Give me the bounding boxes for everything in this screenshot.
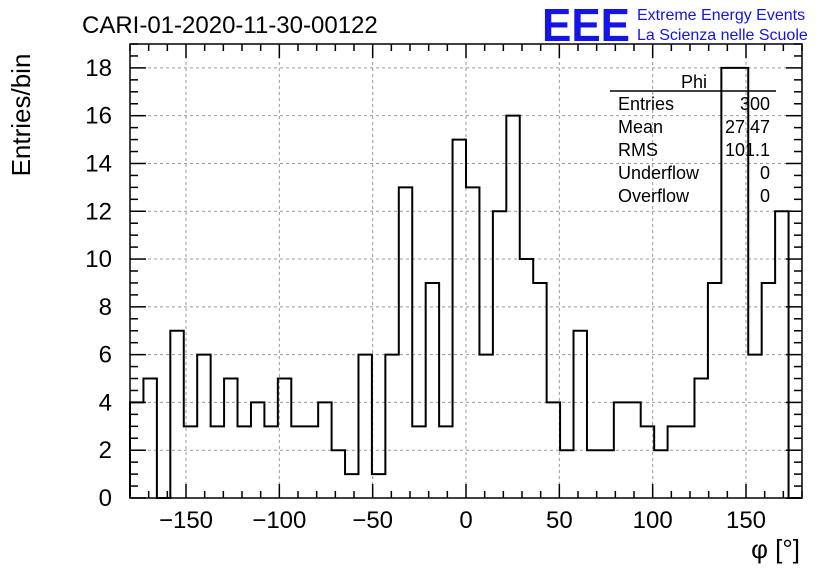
histogram-bin [305, 426, 318, 498]
histogram-bin [694, 379, 707, 498]
histogram-bin [654, 450, 667, 498]
histogram-bin [520, 259, 533, 498]
y-tick-label: 6 [99, 342, 112, 369]
histogram-bin [439, 426, 452, 498]
histogram-bin [748, 355, 761, 498]
stats-title: Phi [681, 72, 707, 92]
histogram-bin [587, 450, 600, 498]
histogram-bin [533, 283, 546, 498]
y-tick-label: 0 [99, 485, 112, 512]
histogram-bin [211, 426, 224, 498]
y-axis-label: Entries/bin [6, 54, 36, 177]
stats-value: 0 [760, 186, 770, 206]
histogram-bin [251, 402, 264, 498]
histogram-bin [600, 450, 613, 498]
y-tick-label: 2 [99, 437, 112, 464]
histogram-bin [143, 379, 156, 498]
histogram-bin [224, 379, 237, 498]
histogram-bin [291, 426, 304, 498]
y-tick-label: 8 [99, 294, 112, 321]
histogram-bin [681, 426, 694, 498]
stats-value: 300 [740, 94, 770, 114]
stats-label: Overflow [618, 186, 690, 206]
x-tick-label: −50 [352, 507, 393, 534]
histogram-bin [264, 426, 277, 498]
stats-label: Underflow [618, 163, 700, 183]
histogram-bin [762, 283, 775, 498]
histogram-bin [708, 283, 721, 498]
histogram-bin [372, 474, 385, 498]
histogram-bin [453, 140, 466, 498]
histogram-bin [627, 402, 640, 498]
x-tick-label: −100 [252, 507, 306, 534]
y-tick-label: 14 [85, 150, 112, 177]
logo-line-1: Extreme Energy Events [637, 7, 805, 24]
histogram-bin [318, 402, 331, 498]
run-title: CARI-01-2020-11-30-00122 [82, 12, 378, 39]
histogram-bin [668, 426, 681, 498]
stats-value: 101.1 [725, 140, 770, 160]
y-tick-label: 18 [85, 55, 112, 82]
histogram-bin [466, 187, 479, 498]
histogram-bin [399, 187, 412, 498]
x-tick-label: 100 [633, 507, 673, 534]
stats-box: Phi Entries 300 Mean 27.47 RMS 101.1 Und… [610, 72, 776, 206]
stats-value: 0 [760, 163, 770, 183]
histogram-bin [426, 283, 439, 498]
stats-label: Entries [618, 94, 674, 114]
histogram-bin [238, 426, 251, 498]
x-tick-label: 0 [459, 507, 472, 534]
histogram-bin [547, 402, 560, 498]
x-axis-label: φ [°] [751, 534, 800, 564]
histogram-bin [493, 211, 506, 498]
stats-value: 27.47 [725, 117, 770, 137]
histogram-bin [170, 331, 183, 498]
histogram-bin [385, 355, 398, 498]
histogram-bin [332, 450, 345, 498]
x-tick-label: −150 [159, 507, 213, 534]
y-tick-label: 12 [85, 198, 112, 225]
histogram-series [130, 68, 802, 498]
stats-label: Mean [618, 117, 663, 137]
histogram-bin [614, 402, 627, 498]
y-tick-label: 10 [85, 246, 112, 273]
x-tick-label: 150 [726, 507, 766, 534]
histogram-bin [358, 355, 371, 498]
histogram-bin [278, 379, 291, 498]
histogram-bin [479, 355, 492, 498]
histogram-bin [412, 426, 425, 498]
histogram-bin [345, 474, 358, 498]
histogram-bin [574, 331, 587, 498]
histogram-bin [560, 450, 573, 498]
x-tick-label: 50 [546, 507, 573, 534]
histogram-bin [197, 355, 210, 498]
logo-line-2: La Scienza nelle Scuole [637, 27, 808, 44]
stats-label: RMS [618, 140, 658, 160]
y-tick-label: 16 [85, 103, 112, 130]
histogram-bin [506, 116, 519, 498]
logo-mark: EEE [542, 0, 630, 51]
y-tick-label: 4 [99, 389, 112, 416]
eee-logo: EEE Extreme Energy Events La Scienza nel… [542, 0, 808, 51]
